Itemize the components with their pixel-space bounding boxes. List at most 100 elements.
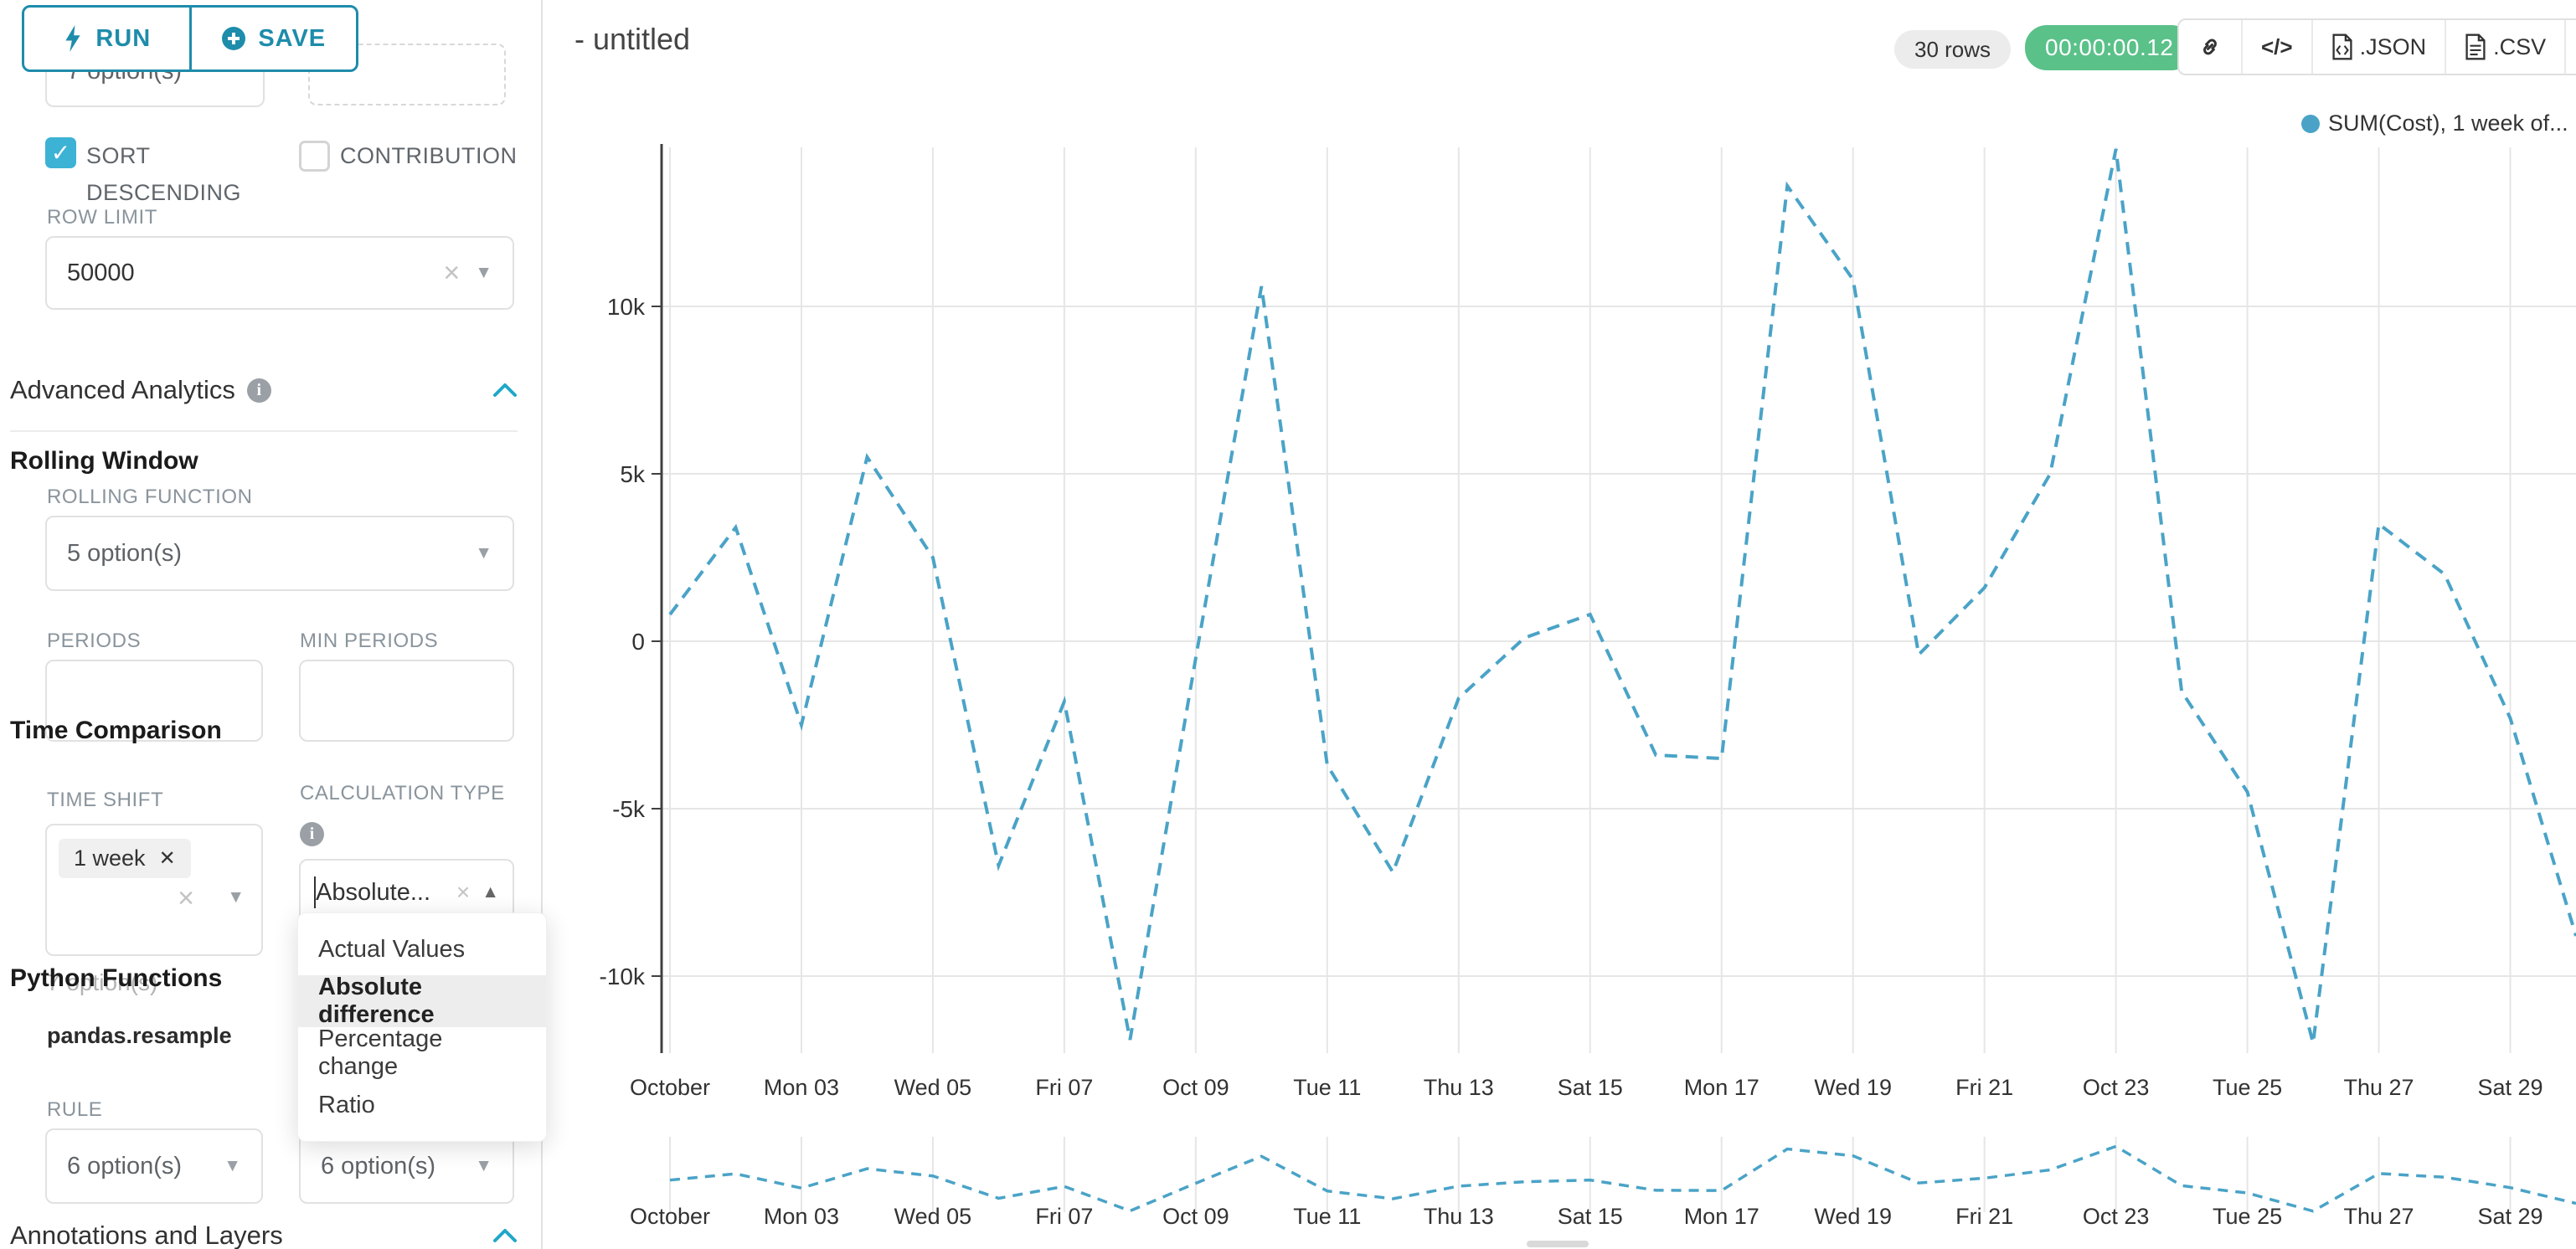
x-axis-label: Tue 25 [2213, 1075, 2282, 1100]
mini-x-axis-label: Mon 17 [1684, 1204, 1759, 1229]
annotations-layers-title: Annotations and Layers [10, 1221, 283, 1249]
mini-x-axis-label: Tue 11 [1293, 1204, 1361, 1229]
dropdown-item[interactable]: Actual Values [318, 935, 466, 963]
x-axis-label: Thu 13 [1424, 1075, 1494, 1100]
rolling-function-select[interactable]: 5 option(s) ▼ [45, 516, 514, 591]
dropdown-item[interactable]: Ratio [318, 1091, 375, 1118]
time-comparison-title: Time Comparison [10, 717, 222, 744]
python-functions-title: Python Functions [10, 964, 223, 992]
timeseries-chart[interactable]: 10k 5k 0 -5k -10k October October Mon 03 Mon 03 W… [544, 0, 2576, 1249]
chevron-up-icon[interactable] [492, 383, 518, 398]
caret-down-icon[interactable]: ▼ [227, 887, 245, 907]
mini-x-axis-label: Oct 09 [1162, 1204, 1229, 1229]
share-link-button[interactable] [2179, 20, 2241, 74]
export-csv-button[interactable]: .CSV [2445, 20, 2564, 74]
time-shift-tag-label: 1 week [74, 846, 146, 871]
lightning-icon [65, 25, 80, 52]
advanced-analytics-title: Advanced Analytics [10, 375, 235, 404]
x-axis-label: Fri 21 [1955, 1075, 2013, 1100]
periods-label: PERIODS [47, 630, 142, 652]
caret-down-icon[interactable]: ▼ [475, 263, 492, 282]
mini-x-axis-label: Sat 29 [2477, 1204, 2543, 1229]
clear-icon[interactable]: × [456, 879, 471, 905]
x-axis-label: Fri 07 [1035, 1075, 1093, 1100]
file-text-icon [2465, 33, 2486, 60]
save-button[interactable]: SAVE [188, 8, 357, 69]
resample-method-value: 6 option(s) [321, 1152, 436, 1180]
text-cursor [314, 876, 316, 908]
x-axis-label: Mon 03 [764, 1075, 839, 1100]
more-options-button[interactable] [2564, 20, 2576, 74]
y-axis-label: 0 [631, 629, 645, 655]
caret-down-icon[interactable]: ▼ [475, 543, 492, 563]
chart-title: - untitled [574, 22, 691, 56]
mini-x-axis-label: Mon 03 [764, 1204, 839, 1229]
legend-label: SUM(Cost), 1 week of... [2328, 111, 2568, 136]
info-icon: i [300, 822, 324, 846]
contribution-label: CONTRIBUTION [340, 143, 518, 168]
cropped-dashed-input[interactable] [308, 44, 506, 105]
x-axis-label: Oct 09 [1162, 1075, 1229, 1100]
mini-x-axis-label: Wed 19 [1814, 1204, 1892, 1229]
dropdown-item[interactable]: Absolute difference [298, 974, 546, 1028]
chevron-up-icon[interactable] [492, 1228, 518, 1243]
calculation-type-value: Absolute... [316, 878, 431, 906]
export-json-label: .JSON [2359, 33, 2427, 59]
mini-x-axis-label: Sat 15 [1558, 1204, 1623, 1229]
mini-x-axis-label: Fri 21 [1955, 1204, 2013, 1229]
clear-icon[interactable]: × [178, 882, 194, 914]
x-axis-label: Sat 15 [1558, 1075, 1623, 1100]
export-json-button[interactable]: .JSON [2311, 20, 2445, 74]
row-limit-select[interactable]: 50000 × ▼ [45, 236, 514, 310]
plus-circle-icon [222, 27, 246, 50]
control-sidebar: 7 option(s) RUN SAVE ✓ [0, 0, 547, 1249]
mini-x-axis-label: Tue 25 [2213, 1204, 2282, 1229]
info-icon-glyph: i [309, 825, 315, 843]
run-save-toolbar: RUN SAVE [22, 5, 358, 72]
rolling-function-label: ROLLING FUNCTION [47, 486, 253, 508]
checkbox-checked-icon[interactable]: ✓ [45, 137, 76, 168]
time-shift-hint: 7 option(s) [47, 969, 158, 995]
caret-down-icon[interactable]: ▼ [224, 1156, 241, 1175]
rule-label: RULE [47, 1098, 103, 1121]
calculation-type-label: CALCULATION TYPE [300, 782, 505, 804]
periods-input[interactable] [45, 660, 263, 742]
mini-x-axis-label: Wed 05 [894, 1204, 972, 1229]
min-periods-input[interactable] [299, 660, 514, 742]
clear-icon[interactable]: × [443, 256, 461, 289]
row-limit-value: 50000 [67, 259, 135, 286]
annotations-layers-header[interactable]: Annotations and Layers [10, 1221, 518, 1249]
y-axis-label: -5k [612, 796, 646, 822]
tag-close-icon[interactable]: ✕ [158, 847, 176, 870]
caret-down-icon[interactable]: ▼ [475, 1156, 492, 1175]
contribution-checkbox-row[interactable]: CONTRIBUTION [299, 141, 533, 172]
y-axis-label: -10k [600, 964, 646, 989]
chart-legend[interactable]: SUM(Cost), 1 week of... [2301, 111, 2568, 136]
advanced-analytics-header[interactable]: Advanced Analytics i [10, 375, 518, 405]
time-shift-multiselect[interactable]: 1 week ✕ × ▼ [45, 824, 263, 956]
checkbox-unchecked-icon[interactable] [299, 141, 330, 172]
x-axis-label: Sat 29 [2477, 1075, 2543, 1100]
rule-select-value: 6 option(s) [67, 1152, 183, 1180]
legend-dot-icon [2301, 114, 2320, 133]
caret-up-icon[interactable]: ▲ [482, 882, 499, 902]
run-button[interactable]: RUN [24, 8, 189, 69]
info-icon-glyph: i [256, 380, 262, 399]
export-csv-label: .CSV [2493, 33, 2547, 59]
x-axis-label: Wed 19 [1814, 1075, 1892, 1100]
timer-badge: 00:00:00.12 [2025, 25, 2194, 70]
save-button-label: SAVE [258, 24, 327, 52]
view-query-button[interactable]: </> [2241, 20, 2311, 74]
x-axis-label: Wed 05 [894, 1075, 972, 1100]
mini-x-axis-label: Thu 27 [2344, 1204, 2414, 1229]
mini-x-axis-label: October [630, 1204, 710, 1229]
rule-select[interactable]: 6 option(s) ▼ [45, 1128, 263, 1204]
rolling-function-value: 5 option(s) [67, 539, 183, 567]
time-shift-label: TIME SHIFT [47, 789, 164, 811]
dropdown-item[interactable]: Percentage change [318, 1025, 443, 1080]
section-divider [10, 430, 518, 432]
x-axis-label: October [630, 1075, 710, 1100]
sort-descending-checkbox-row[interactable]: ✓ SORT DESCENDING [45, 137, 241, 211]
horizontal-scrollbar[interactable] [1527, 1241, 1589, 1247]
